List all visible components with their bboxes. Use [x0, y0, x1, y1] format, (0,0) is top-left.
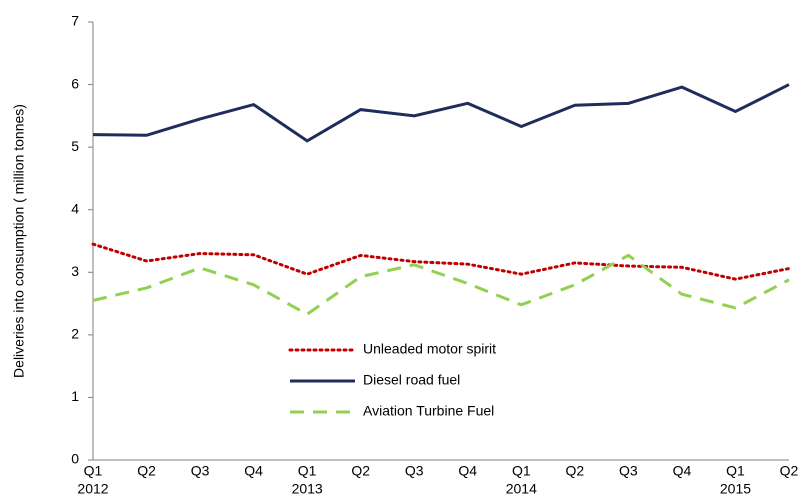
x-tick-label: Q2 [137, 463, 156, 479]
x-tick-label: Q3 [405, 463, 424, 479]
x-tick-label: Q3 [191, 463, 210, 479]
y-tick-label: 1 [71, 388, 79, 404]
y-tick-label: 2 [71, 326, 79, 342]
x-tick-label: Q2 [780, 463, 799, 479]
x-tick-label: Q1 [512, 463, 531, 479]
y-axis-label: Deliveries into consumption ( million to… [11, 104, 27, 378]
x-tick-label: Q3 [619, 463, 638, 479]
x-tick-label: Q2 [566, 463, 585, 479]
line-series [92, 253, 790, 316]
x-tick-label: Q2 [351, 463, 370, 479]
x-tick-label: Q1 [726, 463, 745, 479]
y-tick-label: 3 [71, 263, 79, 279]
legend-label: Diesel road fuel [363, 372, 460, 388]
line-series [91, 242, 791, 281]
y-tick-label: 0 [71, 451, 79, 467]
x-group-label: 2012 [77, 481, 108, 497]
y-tick-label: 7 [71, 13, 79, 29]
x-group-label: 2014 [506, 481, 537, 497]
y-tick-label: 4 [71, 200, 79, 216]
x-group-label: 2015 [720, 481, 751, 497]
x-tick-label: Q4 [673, 463, 692, 479]
y-tick-label: 6 [71, 75, 79, 91]
line-series [92, 83, 790, 143]
x-group-label: 2013 [292, 481, 323, 497]
x-tick-label: Q4 [244, 463, 263, 479]
legend-label: Unleaded motor spirit [363, 341, 496, 357]
x-tick-label: Q1 [298, 463, 317, 479]
x-tick-label: Q4 [458, 463, 477, 479]
x-tick-label: Q1 [84, 463, 103, 479]
y-tick-label: 5 [71, 138, 79, 154]
legend-label: Aviation Turbine Fuel [363, 403, 494, 419]
